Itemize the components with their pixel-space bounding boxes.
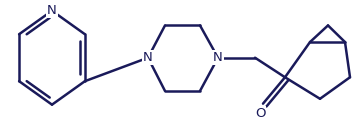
Text: N: N xyxy=(47,4,57,17)
Text: N: N xyxy=(213,51,223,64)
Text: N: N xyxy=(143,51,153,64)
Text: O: O xyxy=(255,107,265,120)
